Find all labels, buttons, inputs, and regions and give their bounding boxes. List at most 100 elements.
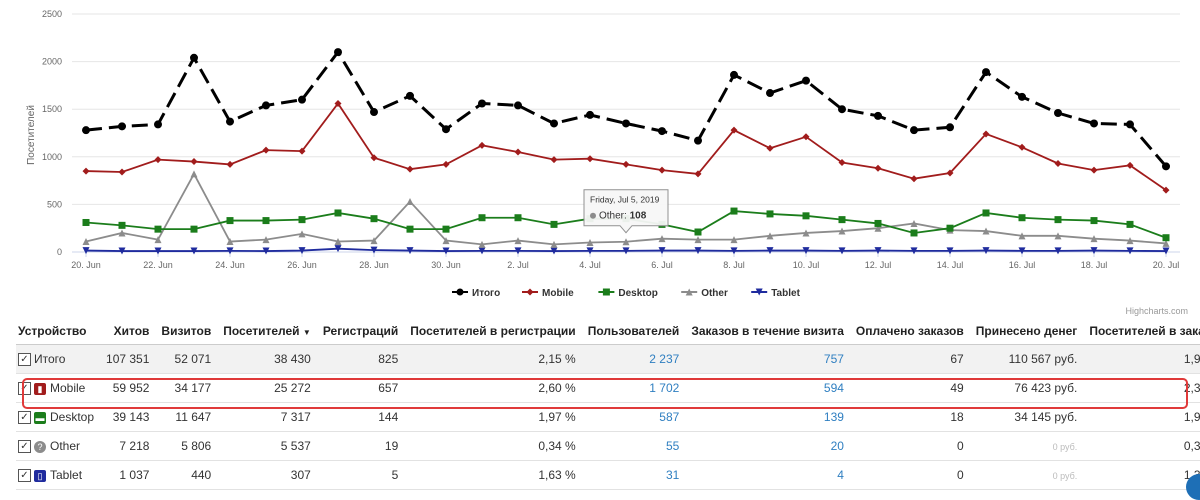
col-visitor-reg-conv[interactable]: Посетителей в регистрации bbox=[404, 318, 582, 345]
chat-widget-button[interactable] bbox=[1186, 474, 1200, 500]
data-point bbox=[1018, 143, 1026, 151]
users-link[interactable]: 1 702 bbox=[581, 373, 686, 403]
data-point bbox=[1162, 239, 1170, 247]
data-point bbox=[658, 247, 666, 255]
chart-legend[interactable]: Итого Mobile Desktop Other Tablet bbox=[452, 288, 801, 299]
data-point bbox=[802, 76, 810, 85]
data-point bbox=[982, 130, 990, 138]
data-point bbox=[1018, 247, 1026, 255]
reg-conv-cell: 2,15 % bbox=[404, 344, 582, 374]
highcharts-credits[interactable]: Highcharts.com bbox=[1125, 306, 1188, 316]
users-link[interactable]: 55 bbox=[581, 431, 686, 461]
checkbox[interactable]: ✓ bbox=[18, 382, 31, 396]
col-hits[interactable]: Хитов bbox=[100, 318, 156, 345]
checkbox[interactable]: ✓ bbox=[18, 411, 31, 425]
legend-item-Tablet[interactable]: Tablet bbox=[751, 288, 801, 299]
data-point bbox=[946, 224, 954, 232]
paid-cell: 67 bbox=[849, 344, 970, 374]
data-point bbox=[118, 168, 126, 176]
data-point bbox=[370, 215, 378, 223]
data-point bbox=[370, 237, 378, 245]
money-cell: 76 423 руб. bbox=[969, 373, 1084, 403]
legend-item-Desktop[interactable]: Desktop bbox=[598, 288, 658, 299]
data-point bbox=[622, 119, 630, 128]
col-users[interactable]: Пользователей bbox=[581, 318, 686, 345]
users-link[interactable]: 31 bbox=[581, 460, 686, 490]
tablet-icon: ▯ bbox=[34, 469, 46, 482]
tooltip-box bbox=[583, 189, 669, 234]
x-tick-label: 20. Jun bbox=[71, 260, 101, 270]
tooltip-marker bbox=[590, 212, 596, 219]
orders-link[interactable]: 594 bbox=[685, 373, 850, 403]
x-tick-label: 2. Jul bbox=[507, 260, 529, 270]
users-link[interactable]: 2 237 bbox=[581, 344, 686, 374]
hits-cell: 59 952 bbox=[100, 373, 156, 403]
col-visits[interactable]: Визитов bbox=[155, 318, 218, 345]
data-point bbox=[190, 158, 198, 166]
data-point bbox=[190, 225, 198, 233]
data-point bbox=[1162, 162, 1170, 171]
data-point bbox=[406, 225, 414, 233]
data-point bbox=[602, 288, 610, 296]
chart-tooltip: Friday, Jul 5, 2019 Other: 108 bbox=[583, 189, 669, 234]
data-point bbox=[262, 101, 270, 110]
data-point bbox=[118, 229, 126, 237]
legend-item-Итого[interactable]: Итого bbox=[452, 288, 500, 299]
data-point bbox=[1126, 247, 1134, 255]
data-point bbox=[946, 247, 954, 255]
orders-link[interactable]: 139 bbox=[685, 402, 850, 432]
users-link[interactable]: 587 bbox=[581, 402, 686, 432]
col-device[interactable]: Устройство bbox=[16, 318, 101, 345]
data-point bbox=[730, 70, 738, 79]
col-visitors[interactable]: Посетителей ▼ bbox=[217, 318, 317, 345]
data-point bbox=[370, 108, 378, 117]
data-point bbox=[442, 247, 450, 255]
data-point bbox=[262, 247, 270, 255]
data-point bbox=[982, 227, 990, 235]
data-point bbox=[1054, 247, 1062, 255]
col-orders-in-visit[interactable]: Заказов в течение визита bbox=[685, 318, 850, 345]
checkbox[interactable]: ✓ bbox=[18, 469, 31, 483]
legend-label: Desktop bbox=[618, 288, 657, 299]
data-point bbox=[154, 120, 162, 129]
visits-cell: 11 647 bbox=[155, 402, 218, 432]
x-tick-label: 12. Jul bbox=[865, 260, 892, 270]
data-point bbox=[442, 225, 450, 233]
series-Other bbox=[82, 170, 1170, 248]
orders-link[interactable]: 4 bbox=[685, 460, 850, 490]
legend-item-Other[interactable]: Other bbox=[681, 288, 728, 299]
data-point bbox=[1054, 159, 1062, 167]
legend-item-Mobile[interactable]: Mobile bbox=[522, 288, 574, 299]
col-registrations[interactable]: Регистраций bbox=[316, 318, 405, 345]
data-point bbox=[694, 236, 702, 244]
data-point bbox=[658, 166, 666, 174]
orders-link[interactable]: 20 bbox=[685, 431, 850, 461]
x-tick-label: 6. Jul bbox=[651, 260, 673, 270]
checkbox[interactable]: ✓ bbox=[18, 353, 31, 367]
visitors-cell: 25 272 bbox=[217, 373, 317, 403]
device-cell: ✓? Other bbox=[16, 431, 101, 461]
paid-cell: 0 bbox=[849, 460, 970, 490]
col-visitors-label: Посетителей bbox=[223, 324, 300, 338]
data-point bbox=[298, 95, 306, 104]
data-point bbox=[514, 148, 522, 156]
data-point bbox=[1162, 234, 1170, 242]
x-tick-label: 28. Jun bbox=[359, 260, 389, 270]
data-point bbox=[874, 111, 882, 120]
data-point bbox=[550, 156, 558, 164]
y-tick-label: 500 bbox=[47, 199, 62, 209]
col-revenue[interactable]: Принесено денег bbox=[969, 318, 1084, 345]
data-point bbox=[478, 99, 486, 108]
series-Итого bbox=[82, 48, 1170, 171]
money-cell: 34 145 руб. bbox=[969, 402, 1084, 432]
data-point bbox=[1126, 120, 1134, 129]
orders-link[interactable]: 757 bbox=[685, 344, 850, 374]
data-point bbox=[1054, 216, 1062, 224]
checkbox[interactable]: ✓ bbox=[18, 440, 31, 454]
device-name: Tablet bbox=[50, 467, 83, 482]
col-paid-orders[interactable]: Оплачено заказов bbox=[849, 318, 970, 345]
col-order-conv[interactable]: Посетителей в заказы bbox=[1083, 318, 1200, 345]
devices-table: Устройство Хитов Визитов Посетителей ▼ Р… bbox=[16, 318, 1200, 490]
data-point bbox=[526, 288, 534, 296]
data-point bbox=[406, 198, 414, 206]
